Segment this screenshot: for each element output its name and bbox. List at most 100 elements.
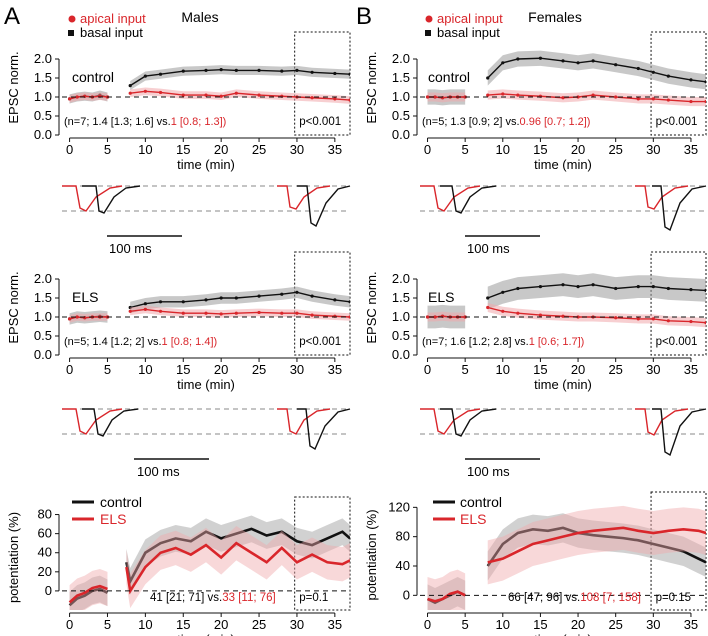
x-tick-label: 20 — [214, 362, 228, 377]
x-tick-label: 0 — [66, 362, 73, 377]
data-point-basal-input — [516, 57, 520, 61]
y-tick-label: 40 — [38, 545, 52, 560]
legend-control-label: control — [460, 494, 502, 510]
scale-bar-label: 100 ms — [109, 241, 152, 256]
trace-inset-b-control: 100 ms — [420, 185, 707, 256]
trace-inset-a-control: 100 ms — [62, 185, 351, 256]
analysis-window-box — [650, 251, 707, 356]
x-tick-label: 15 — [533, 142, 547, 157]
x-tick-label: 15 — [533, 617, 547, 632]
x-tick-label: 5 — [462, 362, 469, 377]
data-point-apical-input — [516, 311, 520, 315]
stats-control: (n=7; 1.6 [1.2; 2.8] vs. — [422, 336, 529, 348]
data-point-basal-input — [561, 283, 565, 287]
x-tick-label: 35 — [684, 142, 698, 157]
x-tick-label: 5 — [104, 362, 111, 377]
legend-control-label: control — [100, 494, 142, 510]
data-point-basal-input — [181, 300, 185, 304]
y-tick-label: 1.5 — [34, 290, 52, 305]
data-point-basal-input — [591, 283, 595, 287]
y-tick-label: 0.5 — [392, 328, 410, 343]
data-point-apical-input — [348, 98, 350, 102]
data-point-apical-input — [486, 305, 490, 310]
data-point-basal-input — [614, 63, 618, 67]
y-tick-label: 80 — [38, 507, 52, 522]
y-tick-label: 0.0 — [34, 127, 52, 142]
data-point-apical-input — [689, 99, 693, 104]
x-axis-label: time (min) — [177, 632, 235, 636]
y-tick-label: 1.0 — [34, 309, 52, 324]
trace-basal-post — [297, 408, 351, 451]
chart-females-control: 0 5 10 15 20 25 30 35 0.0 0.5 1.0 1.5 2.0 time (min) E… — [364, 31, 707, 172]
legend-apical-marker — [68, 15, 76, 23]
data-point-basal-input — [576, 285, 580, 289]
legend-basal-marker — [425, 30, 431, 36]
trace-inset-a-els: 100 ms — [62, 408, 351, 479]
data-point-basal-input — [295, 68, 299, 72]
chart-males-control: 0 5 10 15 20 25 30 35 0.0 0.5 1.0 1.5 2.0 time (min) E… — [6, 31, 351, 172]
data-point-apical-input — [310, 96, 314, 100]
data-point-apical-input — [576, 95, 580, 99]
y-tick-label: 2.0 — [392, 51, 410, 66]
trace-basal-pre — [440, 408, 497, 437]
series-band-ELS — [487, 505, 706, 585]
x-tick-label: 25 — [608, 142, 622, 157]
x-tick-label: 25 — [608, 362, 622, 377]
trace-inset-b-els: 100 ms — [420, 408, 707, 479]
stats-text: 41 [21; 71] vs.33 [11; 76] — [150, 592, 276, 604]
stats-treatment: 1 [0.8; 1.3]) — [171, 116, 227, 128]
data-point-basal-input — [651, 70, 655, 74]
x-tick-label: 5 — [462, 142, 469, 157]
group-label: ELS — [428, 289, 454, 305]
data-point-basal-input — [143, 302, 147, 306]
y-tick-label: 40 — [396, 558, 410, 573]
data-point-basal-input — [204, 68, 208, 72]
group-label: control — [72, 69, 114, 85]
x-tick-label: 0 — [424, 362, 431, 377]
stats-treatment: 108 [7; 158] — [580, 592, 641, 604]
scale-bar-label: 100 ms — [467, 464, 510, 479]
legend-basal-marker — [68, 30, 74, 36]
series-band-ELS — [126, 526, 350, 609]
data-point-basal-input — [333, 298, 337, 302]
stats-treatment: 0.96 [0.7; 1.2]) — [520, 116, 591, 128]
scale-bar-label: 100 ms — [137, 464, 180, 479]
data-point-apical-input — [425, 315, 430, 319]
data-point-basal-input — [501, 61, 505, 65]
panel-letter-b: B — [356, 3, 372, 30]
x-tick-label: 0 — [66, 142, 73, 157]
x-axis-label: time (min) — [534, 157, 592, 172]
legend-basal-label: basal input — [437, 25, 500, 40]
data-point-apical-input — [501, 92, 505, 96]
x-tick-label: 20 — [571, 142, 585, 157]
chart-males-els: 0 5 10 15 20 25 30 35 0.0 0.5 1.0 1.5 2.0 time (min) E… — [6, 251, 351, 392]
y-tick-label: 1.0 — [392, 309, 410, 324]
y-tick-label: 0.5 — [392, 108, 410, 123]
data-point-apical-input — [280, 311, 284, 315]
group-label: ELS — [72, 289, 98, 305]
x-tick-label: 20 — [214, 142, 228, 157]
data-point-apical-input — [614, 95, 618, 99]
data-point-basal-input — [348, 300, 350, 304]
data-point-basal-input — [181, 69, 185, 73]
data-point-basal-input — [636, 285, 640, 289]
trace-apical-pre — [62, 408, 123, 435]
data-point-basal-input — [333, 71, 337, 76]
y-tick-label: 0 — [45, 583, 52, 598]
data-point-apical-input — [704, 99, 706, 104]
x-tick-label: 15 — [533, 362, 547, 377]
analysis-window-box — [650, 31, 707, 136]
data-point-apical-input — [143, 307, 147, 311]
y-tick-label: 2.0 — [34, 51, 52, 66]
stats-control: 41 [21; 71] vs. — [150, 592, 222, 604]
data-point-apical-input — [219, 312, 223, 316]
trace-apical-post — [635, 408, 689, 436]
data-point-basal-input — [576, 61, 580, 65]
x-tick-label: 20 — [571, 362, 585, 377]
data-point-apical-input — [310, 313, 314, 317]
x-tick-label: 20 — [214, 617, 228, 632]
x-tick-label: 5 — [104, 142, 111, 157]
data-point-apical-input — [257, 310, 261, 315]
data-point-basal-input — [689, 78, 693, 82]
legend-bottom-a: control ELS — [72, 494, 142, 527]
